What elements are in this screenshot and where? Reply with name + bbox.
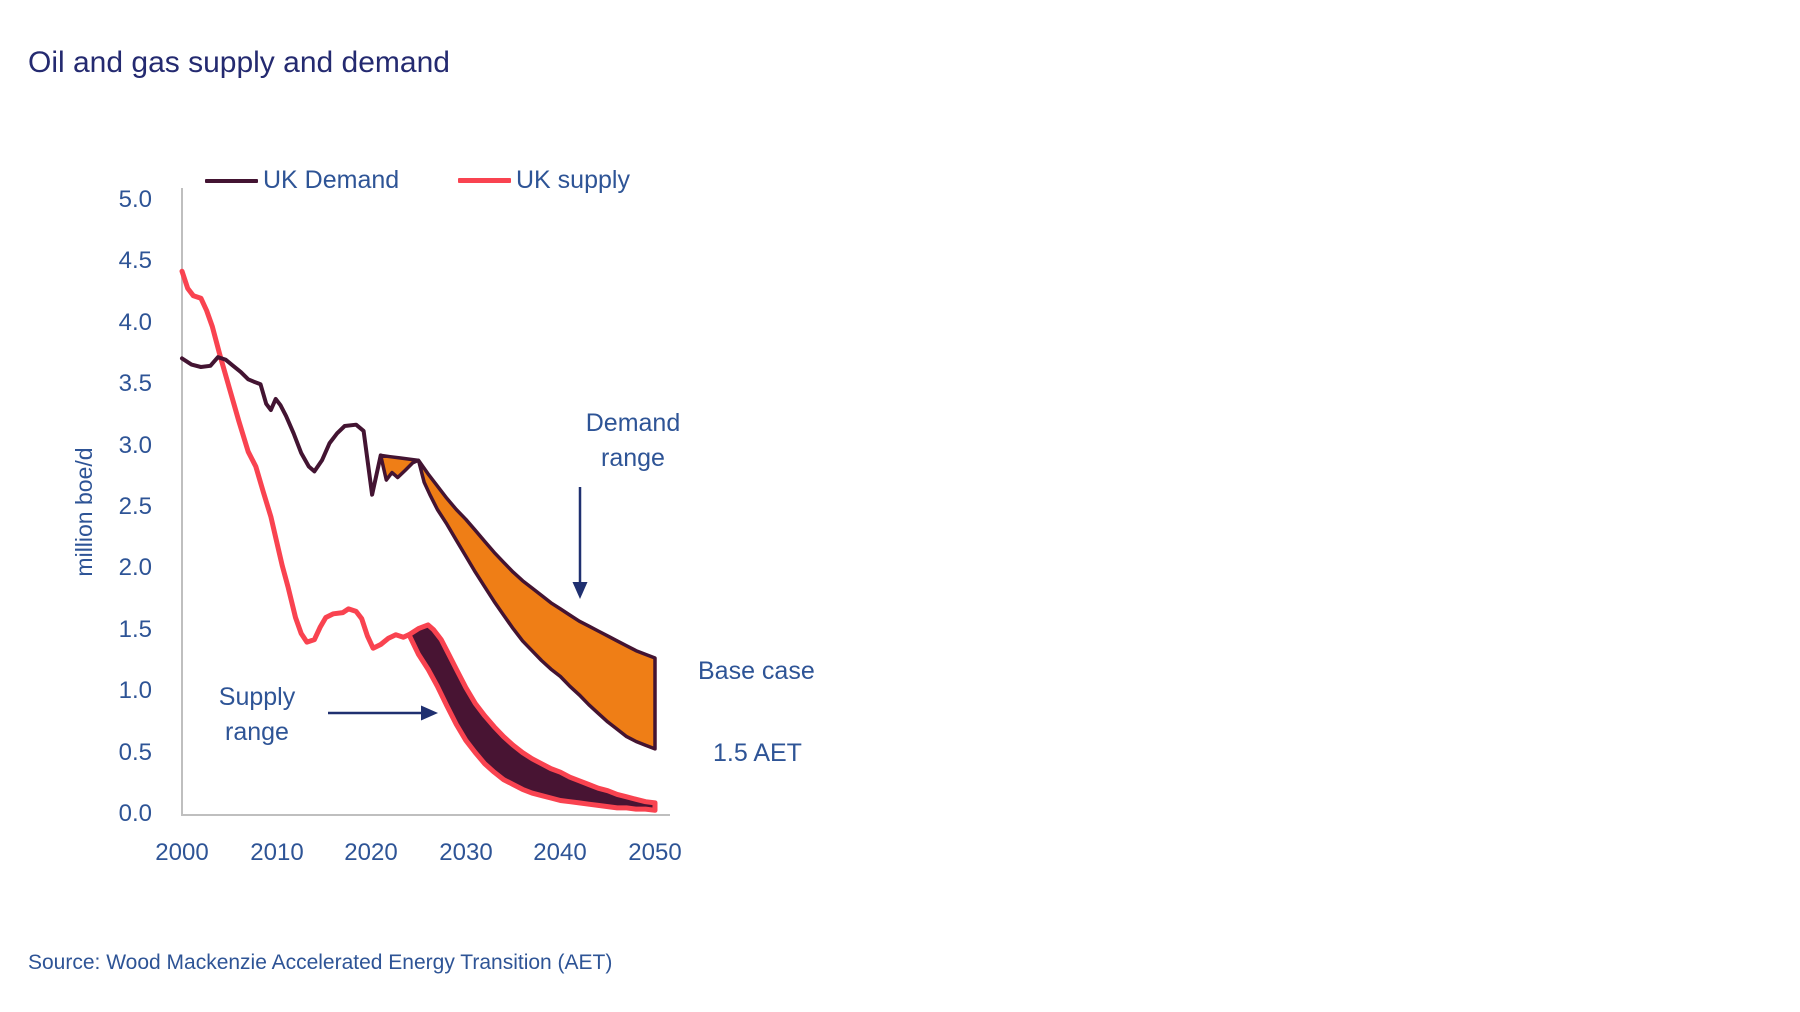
- arrow-right-icon: [421, 705, 438, 721]
- source-text: Source: Wood Mackenzie Accelerated Energ…: [28, 951, 613, 974]
- annotation-15aet: 1.5 AET: [713, 739, 802, 767]
- y-tick-5.0: 5.0: [118, 186, 152, 213]
- y-tick-0.0: 0.0: [118, 800, 152, 827]
- series-layer: [179, 268, 658, 813]
- y-tick-2.5: 2.5: [118, 493, 152, 520]
- x-tick-2030: 2030: [439, 839, 493, 866]
- arrow-down-icon: [572, 582, 588, 599]
- annotation-supply-range-line1: Supply: [218, 683, 296, 711]
- band-demand-range: [378, 453, 657, 751]
- y-tick-1.5: 1.5: [118, 616, 152, 643]
- legend-label-demand: UK Demand: [263, 166, 400, 194]
- legend-swatch-demand: [205, 179, 258, 183]
- x-tick-2010: 2010: [250, 839, 304, 866]
- band-supply-range: [406, 622, 658, 813]
- demand-range-arrow: [572, 487, 588, 599]
- annotation-supply-range-line2: range: [225, 718, 289, 746]
- y-tick-1.0: 1.0: [118, 677, 152, 704]
- annotation-demand-range-line1: Demand: [585, 409, 681, 437]
- y-tick-4.0: 4.0: [118, 309, 152, 336]
- annotation-demand-range-line2: range: [601, 444, 665, 472]
- y-tick-4.5: 4.5: [118, 247, 152, 274]
- y-tick-0.5: 0.5: [118, 739, 152, 766]
- y-tick-2.0: 2.0: [118, 554, 152, 581]
- line-supply-history: [179, 268, 412, 651]
- legend-label-supply: UK supply: [516, 166, 630, 194]
- x-tick-2000: 2000: [155, 839, 209, 866]
- annotation-base-case: Base case: [698, 657, 815, 685]
- x-tick-2020: 2020: [344, 839, 398, 866]
- line-demand-history: [180, 355, 383, 497]
- page-title: Oil and gas supply and demand: [28, 46, 450, 79]
- y-tick-3.5: 3.5: [118, 370, 152, 397]
- x-tick-2040: 2040: [533, 839, 587, 866]
- supply-range-arrow: [328, 705, 438, 721]
- legend-swatch-supply: [458, 178, 511, 183]
- y-tick-3.0: 3.0: [118, 432, 152, 459]
- x-tick-2050: 2050: [628, 839, 682, 866]
